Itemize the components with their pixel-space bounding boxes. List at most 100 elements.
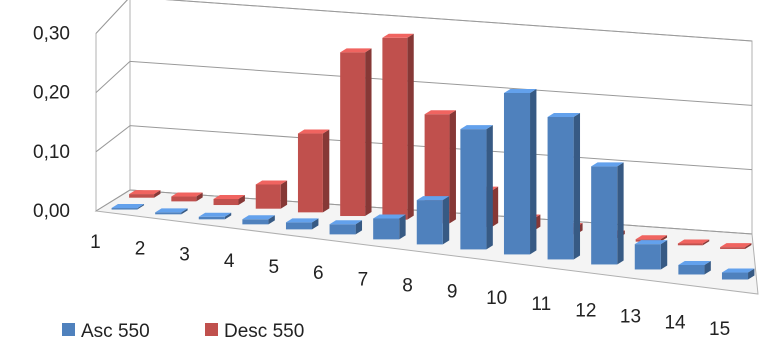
x-tick-label: 13: [620, 306, 641, 327]
bar-top: [255, 180, 288, 185]
bar-front: [155, 212, 182, 215]
bar-front: [373, 218, 400, 240]
x-tick-label: 5: [268, 257, 279, 278]
bar: [503, 89, 537, 255]
bar-top: [460, 125, 493, 130]
bar-top: [591, 162, 624, 167]
bar-side: [322, 129, 330, 213]
bar-side: [442, 196, 450, 245]
bar-front: [591, 166, 618, 265]
bar-side: [154, 190, 161, 198]
y-tick-label: 0,20: [33, 83, 70, 104]
bar-top: [634, 240, 668, 245]
gridline: [95, 0, 753, 42]
bar-top: [677, 239, 710, 244]
bar: [677, 239, 710, 246]
bar-side: [530, 89, 537, 255]
bar: [297, 129, 330, 213]
bar-side: [486, 125, 493, 250]
y-tick-label: 0,30: [33, 23, 70, 44]
bar: [171, 192, 203, 202]
bar-side: [137, 204, 145, 210]
bar: [329, 220, 363, 235]
x-tick-label: 14: [664, 313, 686, 334]
chart-gridlines: [95, 0, 753, 235]
chart-bars: [111, 33, 755, 280]
bar-side: [312, 218, 319, 230]
bar-side: [280, 180, 288, 209]
bar-front: [721, 272, 749, 280]
x-tick-label: 1: [90, 232, 101, 253]
bar: [416, 196, 450, 245]
bar-top: [547, 113, 581, 118]
bar-front: [678, 264, 705, 275]
bar-front: [171, 196, 197, 202]
bar-top: [635, 235, 668, 240]
bar: [255, 180, 288, 209]
bar: [285, 218, 319, 230]
bar-top: [373, 214, 406, 219]
bar-top: [285, 218, 319, 223]
bar-top: [720, 243, 752, 248]
x-axis-tick-labels: 1 2 3 4 5 6 7 8 9 10 11 12 13 14 15: [90, 232, 730, 340]
legend-label: Desc 550: [224, 321, 304, 342]
x-tick-label: 10: [486, 288, 507, 309]
y-axis-tick-labels: 0,00 0,10 0,20 0,30: [33, 23, 70, 222]
bar-side: [704, 260, 711, 275]
bar: [547, 113, 581, 260]
bar-front: [213, 198, 239, 206]
y-tick-label: 0,10: [33, 142, 70, 163]
bar-top: [503, 89, 537, 94]
bar: [155, 208, 188, 215]
bar-front: [547, 117, 574, 260]
bar: [634, 240, 668, 270]
x-tick-label: 7: [358, 269, 369, 290]
bar-side: [399, 214, 406, 240]
bar: [198, 212, 232, 220]
bar: [340, 48, 372, 217]
bar-front: [720, 247, 746, 249]
bar: [382, 33, 414, 220]
bar: [460, 125, 493, 250]
x-tick-label: 15: [709, 319, 730, 340]
bar-side: [238, 194, 245, 206]
bar-side: [365, 48, 372, 217]
bar-front: [416, 200, 443, 245]
bar-front: [285, 222, 313, 230]
bar-front: [634, 244, 661, 270]
bar-top: [111, 204, 145, 209]
legend-swatch: [62, 323, 75, 336]
x-tick-label: 2: [135, 238, 146, 259]
bar-front: [460, 129, 487, 250]
bar-top: [242, 215, 275, 220]
bar-front: [297, 133, 323, 213]
chart-legend: Asc 550 Desc 550: [62, 321, 304, 342]
bar-side: [449, 110, 456, 224]
gridline: [95, 125, 753, 171]
bar-top: [382, 33, 414, 38]
bar-side: [491, 186, 499, 228]
bar-front: [111, 208, 138, 210]
x-tick-label: 11: [531, 294, 551, 315]
gridline: [95, 189, 753, 235]
bar-side: [660, 235, 668, 242]
bar: [720, 243, 752, 249]
bar-side: [573, 113, 581, 260]
bar-front: [129, 194, 155, 198]
bar-front: [677, 243, 703, 246]
bar-side: [617, 162, 624, 265]
legend-swatch: [205, 323, 218, 336]
bar-side: [407, 33, 414, 220]
bar-front: [382, 37, 408, 220]
bar: [678, 260, 711, 275]
x-tick-label: 4: [224, 251, 235, 272]
bar-front: [329, 224, 356, 235]
bar-top: [329, 220, 363, 225]
bar-side: [224, 212, 232, 220]
bar-side: [181, 208, 188, 215]
bar: [129, 190, 161, 198]
bar-top: [678, 260, 711, 265]
bar-side: [196, 192, 203, 202]
gridline: [95, 60, 753, 106]
